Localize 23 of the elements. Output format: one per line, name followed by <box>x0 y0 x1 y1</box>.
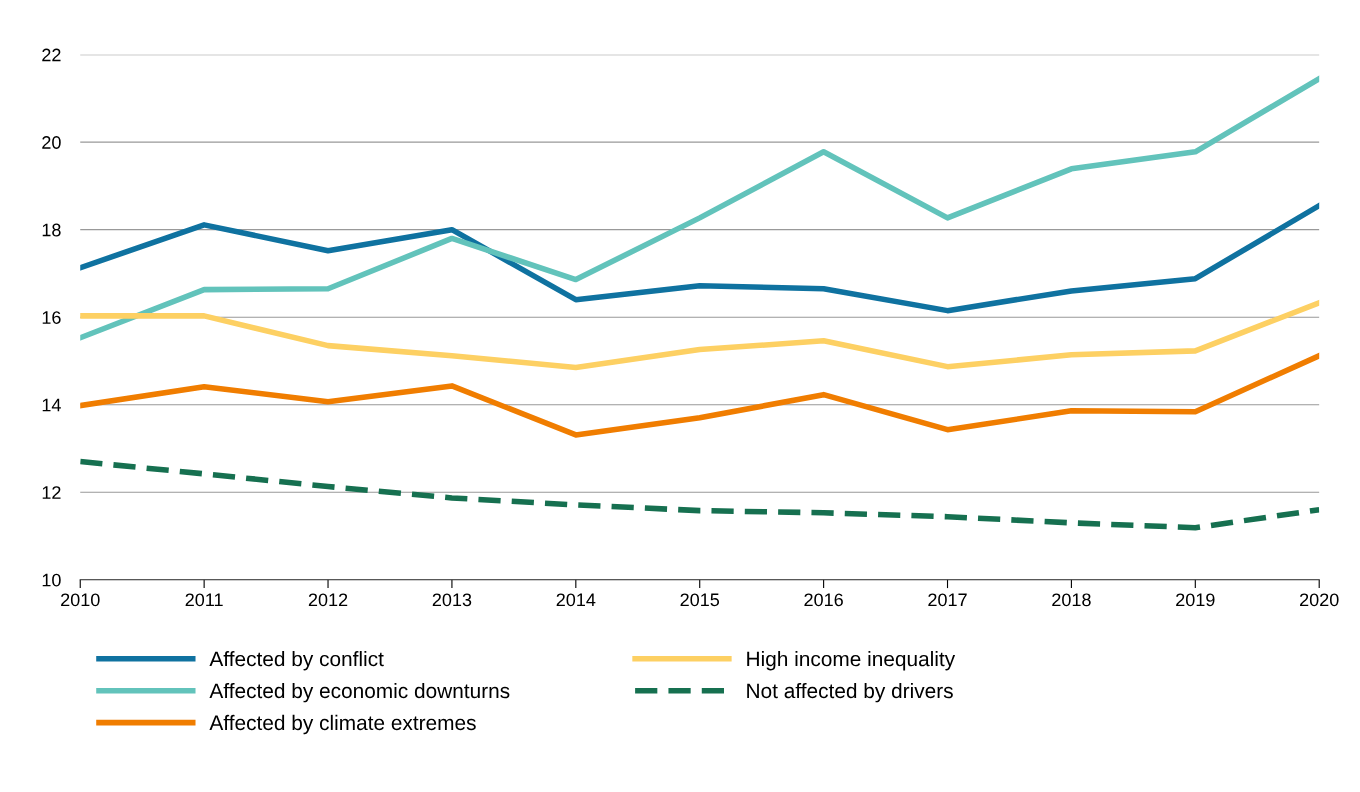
y-tick-label: 12 <box>42 486 61 499</box>
x-tick-label: 2017 <box>928 593 967 607</box>
x-tick-label: 2015 <box>680 593 720 607</box>
legend-label: Not affected by drivers <box>747 682 953 703</box>
x-tick-label: 2012 <box>308 593 348 607</box>
x-tick-label: 2014 <box>556 593 596 607</box>
x-tick-label: 2013 <box>432 593 472 607</box>
x-tick-label: 2019 <box>1176 593 1215 607</box>
x-tick-label: 2018 <box>1052 593 1091 607</box>
y-tick-label: 22 <box>42 48 61 62</box>
y-tick-label: 10 <box>42 573 61 587</box>
x-tick-label: 2011 <box>185 593 223 607</box>
y-tick-label: 16 <box>42 311 61 324</box>
legend-label: Affected by climate extremes <box>209 714 476 735</box>
y-tick-label: 14 <box>42 398 61 412</box>
legend-label: High income inequality <box>747 651 956 671</box>
legend-label: Affected by economic downturns <box>209 682 510 703</box>
x-tick-label: 2020 <box>1300 593 1339 607</box>
x-tick-label: 2016 <box>804 593 843 607</box>
legend-label: Affected by conflict <box>209 651 384 671</box>
y-tick-label: 18 <box>42 223 61 237</box>
x-tick-label: 2010 <box>61 593 100 607</box>
y-tick-label: 20 <box>42 136 61 149</box>
